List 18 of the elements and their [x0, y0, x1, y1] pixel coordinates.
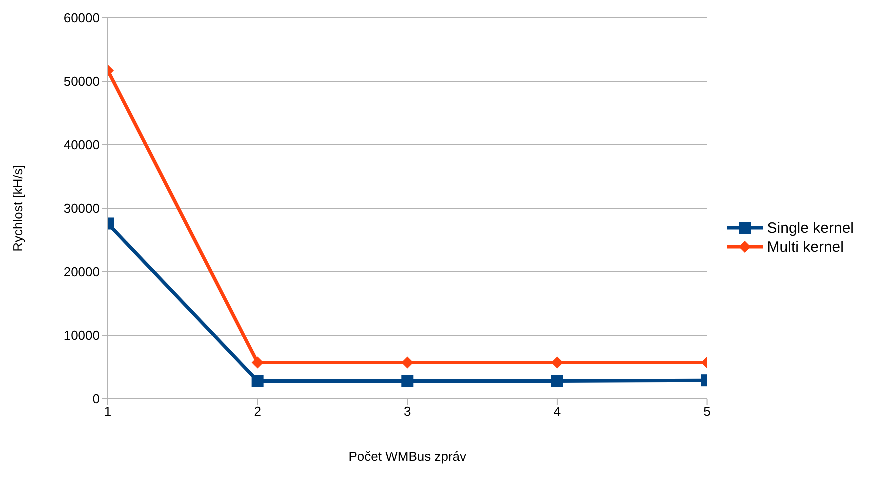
point	[402, 375, 414, 388]
x-tick-label: 5	[704, 404, 711, 420]
x-tick-label: 4	[554, 404, 562, 420]
y-tick-label: 30000	[64, 201, 100, 216]
y-tick-label: 60000	[64, 10, 100, 26]
y-tick-label: 10000	[64, 328, 100, 344]
y-axis-title: Rychlost [kH/s]	[10, 165, 26, 252]
y-tick-label: 0	[92, 392, 100, 407]
legend-label: Multi kernel	[767, 238, 844, 256]
point	[551, 375, 564, 388]
y-tick-label: 50000	[64, 74, 100, 90]
y-tick-label: 20000	[64, 264, 100, 280]
x-tick-label: 1	[104, 404, 112, 420]
y-tick-label: 40000	[64, 138, 100, 153]
x-axis-title: Počet WMBus zpráv	[348, 449, 468, 464]
x-tick-label: 3	[404, 404, 412, 420]
x-tick-label: 2	[254, 404, 262, 420]
legend-label: Single kernel	[767, 220, 854, 236]
